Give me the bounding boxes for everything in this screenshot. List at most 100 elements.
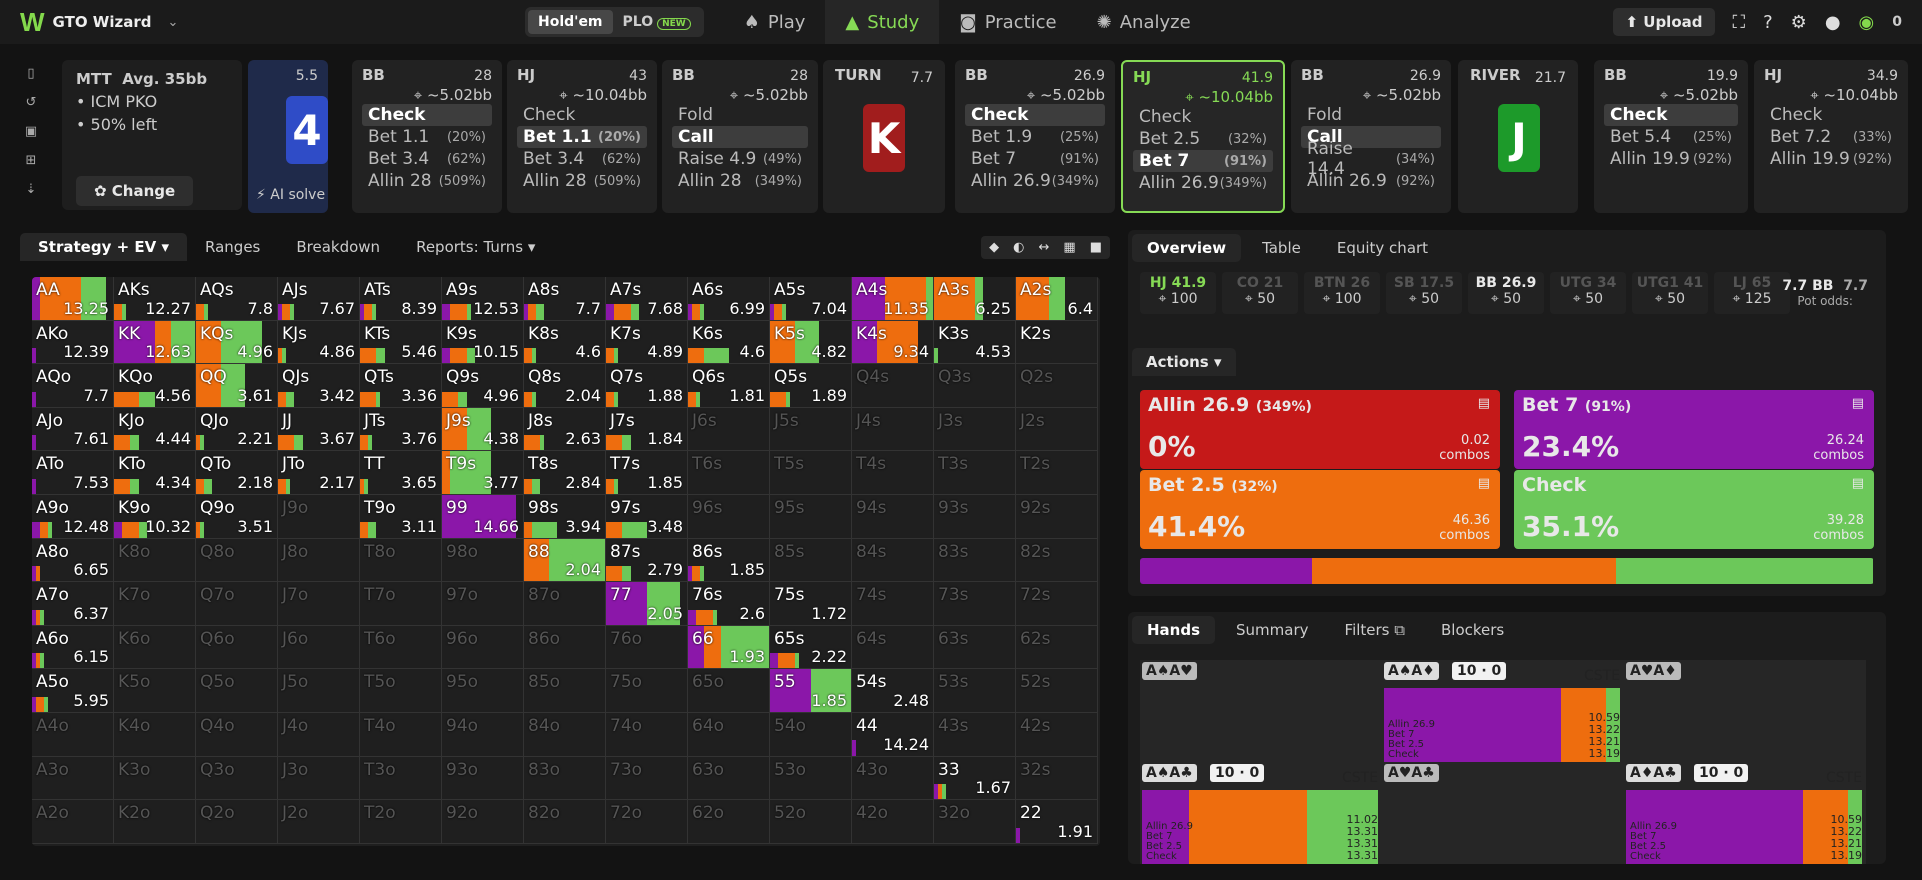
range-cell[interactable]: 84s	[852, 538, 934, 583]
range-cell[interactable]: 2.48 54s	[852, 669, 934, 713]
node-option[interactable]: Bet 3.4 (62%)	[362, 148, 492, 170]
tab-2[interactable]: Breakdown	[278, 233, 398, 261]
range-cell[interactable]: 7.04 A5s	[770, 277, 852, 321]
range-cell[interactable]: 95s	[770, 495, 852, 539]
range-cell[interactable]: 93o	[442, 756, 524, 801]
range-cell[interactable]: 3.94 98s	[524, 495, 606, 539]
range-cell[interactable]: T5s	[770, 451, 852, 495]
range-cell[interactable]: 7.67 AJs	[278, 277, 360, 321]
range-cell[interactable]: 94s	[852, 495, 934, 539]
range-cell[interactable]: Q3s	[934, 364, 1016, 408]
range-cell[interactable]: 98o	[442, 538, 524, 583]
seat[interactable]: CO 21 ⌖ 50	[1222, 272, 1298, 314]
range-cell[interactable]: 72o	[606, 800, 688, 844]
node-option[interactable]: Allin 26.9 (349%)	[1133, 172, 1273, 194]
node-option[interactable]: Allin 26.9 (92%)	[1301, 170, 1441, 192]
range-cell[interactable]: 10.32 K9o	[114, 495, 196, 539]
range-cell[interactable]: 4.96 KQs	[196, 320, 278, 365]
hand-cell[interactable]: A♥A♦	[1624, 660, 1866, 762]
tab-3[interactable]: Reports: Turns ▾	[398, 233, 553, 261]
range-cell[interactable]: Q2s	[1016, 364, 1098, 408]
range-cell[interactable]: 3.36 QTs	[360, 364, 442, 408]
game-toggle-1[interactable]: PLO NEW	[613, 10, 701, 34]
node-option[interactable]: Allin 19.9 (92%)	[1764, 148, 1898, 170]
help-icon[interactable]: ?	[1763, 11, 1773, 33]
node-option[interactable]: Bet 5.4 (25%)	[1604, 126, 1738, 148]
range-cell[interactable]: K8o	[114, 538, 196, 583]
action-node[interactable]: BB 28 ⌖ ~5.02bb Fold Call Raise 4.9 (49%) Allin…	[662, 60, 818, 213]
hand-cell[interactable]: A♠A♥	[1140, 660, 1382, 762]
range-cell[interactable]: A2o	[32, 800, 114, 844]
range-cell[interactable]: 52o	[770, 800, 852, 844]
gear-icon[interactable]: ⚙	[1790, 11, 1807, 33]
range-cell[interactable]: 42s	[1016, 713, 1098, 757]
range-cell[interactable]: 5.46 KTs	[360, 320, 442, 365]
range-cell[interactable]: 7.68 A7s	[606, 277, 688, 321]
range-cell[interactable]: Q2o	[196, 800, 278, 844]
range-cell[interactable]: J9o	[278, 495, 360, 539]
action-node[interactable]: BB 26.9 ⌖ ~5.02bb Fold Call Raise 14.4 (34%) Al…	[1291, 60, 1451, 213]
tab-0[interactable]: Strategy + EV ▾	[20, 233, 187, 261]
node-option[interactable]: Call	[672, 126, 808, 148]
node-option[interactable]: Allin 28 (509%)	[362, 170, 492, 192]
range-cell[interactable]: 12.39 AKo	[32, 320, 114, 365]
action-node[interactable]: HJ 41.9 ⌖ ~10.04bb Check Bet 2.5 (32%) Bet 7 (9…	[1121, 60, 1285, 213]
range-cell[interactable]: T6s	[688, 451, 770, 495]
range-cell[interactable]: 74s	[852, 582, 934, 626]
save-icon[interactable]: ▣	[24, 124, 38, 139]
hand-cell[interactable]: A♦A♣ 10 · 0 CSTE Allin 26.9 Bet 7 Bet 2.5 Chec…	[1624, 762, 1866, 864]
range-cell[interactable]: 1.85 55	[770, 669, 852, 713]
node-option[interactable]: Raise 14.4 (34%)	[1301, 139, 1441, 179]
ai-solve-card[interactable]: 5.5 4 ⚡ AI solve	[248, 60, 328, 213]
compress-icon[interactable]: ↔	[1038, 239, 1050, 255]
node-option[interactable]: Check	[1133, 106, 1273, 128]
seat[interactable]: HJ 41.9 ⌖ 100	[1140, 272, 1216, 314]
range-cell[interactable]: 12.48 A9o	[32, 495, 114, 539]
range-cell[interactable]: Q3o	[196, 756, 278, 801]
node-option[interactable]: Bet 1.9 (25%)	[965, 126, 1105, 148]
hand-cell[interactable]: A♥A♣	[1382, 762, 1624, 864]
range-cell[interactable]: 72s	[1016, 582, 1098, 626]
range-cell[interactable]: A4o	[32, 713, 114, 757]
range-cell[interactable]: K2s	[1016, 320, 1098, 365]
range-cell[interactable]: 2.04 Q8s	[524, 364, 606, 408]
actions-dropdown[interactable]: Actions ▾	[1132, 348, 1236, 376]
range-cell[interactable]: K4o	[114, 713, 196, 757]
range-cell[interactable]: 85o	[524, 669, 606, 713]
range-cell[interactable]: 82o	[524, 800, 606, 844]
cube-icon[interactable]: ◆	[989, 239, 1000, 255]
range-cell[interactable]: 96s	[688, 495, 770, 539]
range-cell[interactable]: T7o	[360, 582, 442, 626]
range-cell[interactable]: 73s	[934, 582, 1016, 626]
range-cell[interactable]: K2o	[114, 800, 196, 844]
range-cell[interactable]: J3s	[934, 407, 1016, 452]
node-option[interactable]: Fold	[672, 104, 808, 126]
logo[interactable]: W GTO Wizard ⌄	[20, 7, 190, 38]
range-cell[interactable]: 4.89 K7s	[606, 320, 688, 365]
range-cell[interactable]: 7.8 AQs	[196, 277, 278, 321]
range-cell[interactable]: 6.15 A6o	[32, 625, 114, 670]
seat[interactable]: UTG1 41 ⌖ 50	[1632, 272, 1708, 314]
range-cell[interactable]: 2.18 QTo	[196, 451, 278, 495]
range-cell[interactable]: 1.88 Q7s	[606, 364, 688, 408]
range-cell[interactable]: 73o	[606, 756, 688, 801]
range-cell[interactable]: Q8o	[196, 538, 278, 583]
range-cell[interactable]: 54o	[770, 713, 852, 757]
range-cell[interactable]: Q6o	[196, 625, 278, 670]
change-button[interactable]: ✿ Change	[76, 176, 194, 206]
range-cell[interactable]: T3o	[360, 756, 442, 801]
range-cell[interactable]: 4.44 KJo	[114, 407, 196, 452]
range-cell[interactable]: 65o	[688, 669, 770, 713]
range-cell[interactable]: 13.25 AA	[32, 277, 114, 321]
range-cell[interactable]: 3.76 JTs	[360, 407, 442, 452]
nav-analyze[interactable]: ✺ Analyze	[1077, 0, 1211, 44]
range-cell[interactable]: 7.61 AJo	[32, 407, 114, 452]
range-cell[interactable]: 2.21 QJo	[196, 407, 278, 452]
action-node[interactable]: HJ 34.9 ⌖ ~10.04bb Check Bet 7.2 (33%) Allin 1…	[1754, 60, 1908, 213]
range-cell[interactable]: J6s	[688, 407, 770, 452]
range-cell[interactable]: 4.6 K6s	[688, 320, 770, 365]
range-cell[interactable]: K7o	[114, 582, 196, 626]
range-cell[interactable]: 2.63 J8s	[524, 407, 606, 452]
range-cell[interactable]: T4s	[852, 451, 934, 495]
node-option[interactable]: Fold	[1301, 104, 1441, 126]
